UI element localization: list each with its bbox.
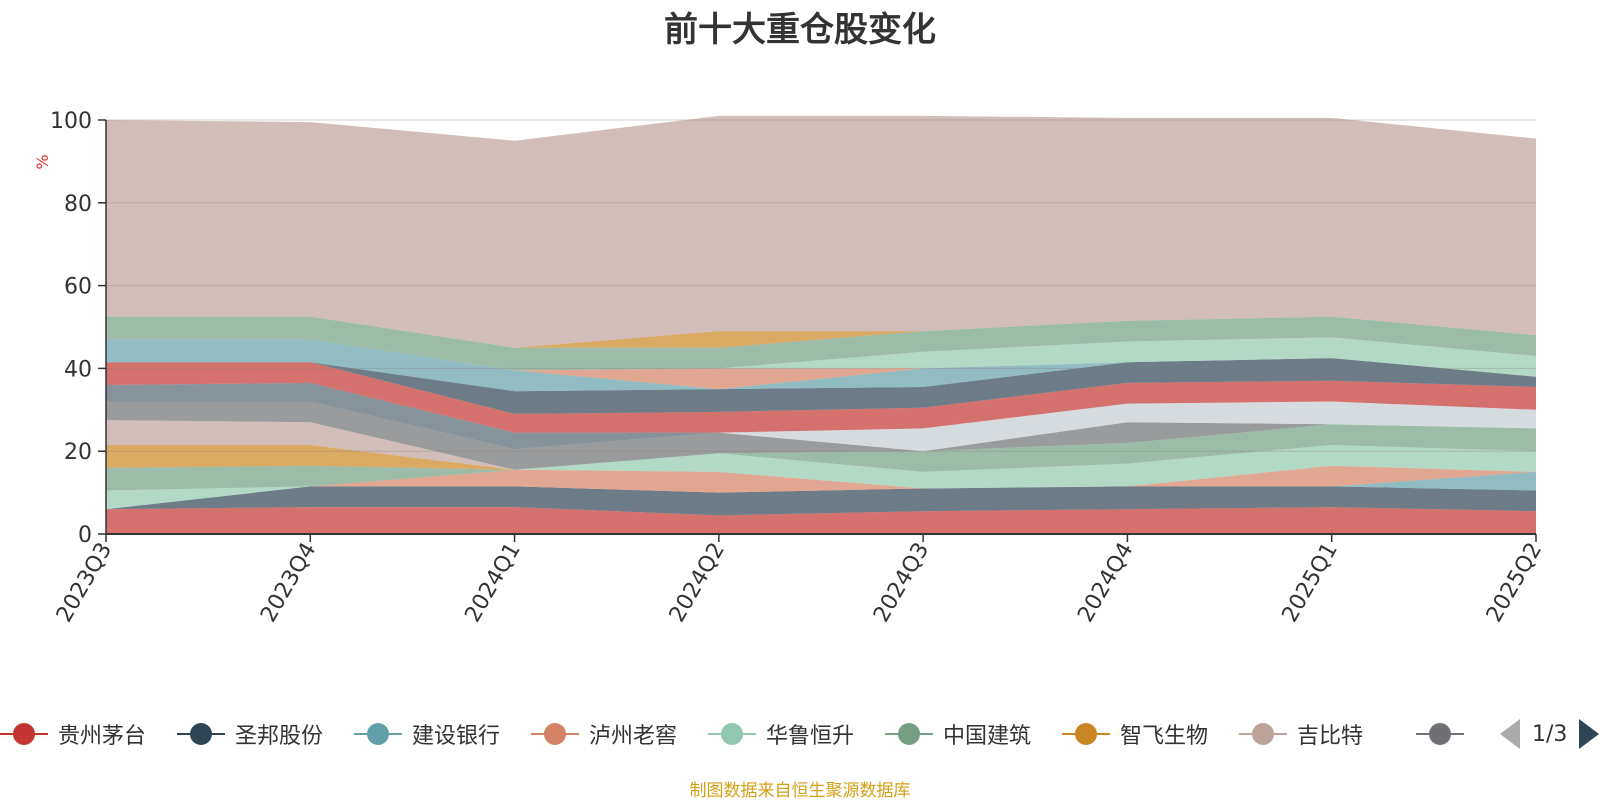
legend-prev-page-button[interactable] xyxy=(1500,719,1520,749)
area-series-9[interactable] xyxy=(106,401,1536,470)
grid-layer xyxy=(106,119,1536,452)
legend-marker-icon xyxy=(885,722,933,746)
y-axis-tick-label: 80 xyxy=(64,192,92,217)
legend-label: 贵州茅台 xyxy=(58,724,147,749)
area-series-5[interactable] xyxy=(106,445,1536,510)
area-series-18[interactable] xyxy=(106,316,1536,348)
x-axis-tick-label: 2025Q2 xyxy=(1482,539,1547,627)
area-series-13[interactable] xyxy=(106,358,1536,414)
legend-next-page-button[interactable] xyxy=(1579,719,1600,749)
area-series-14[interactable] xyxy=(106,339,1536,392)
areas-layer xyxy=(106,115,1536,534)
area-series-19[interactable] xyxy=(106,115,1536,348)
area-series-10[interactable] xyxy=(106,401,1536,452)
area-series-12[interactable] xyxy=(106,362,1536,433)
legend-label: 中国建筑 xyxy=(943,724,1032,749)
x-axis-tick-label: 2024Q2 xyxy=(665,539,730,627)
x-axis-tick-label: 2025Q1 xyxy=(1278,539,1343,627)
data-source-note: 制图数据来自恒生聚源数据库 xyxy=(689,781,911,801)
y-axis-tick-label: 60 xyxy=(64,275,92,300)
legend-label: 建设银行 xyxy=(412,724,501,749)
legend-pager: 1/3 xyxy=(1500,712,1600,756)
legend-label: 智飞生物 xyxy=(1120,724,1209,749)
legend-marker-icon xyxy=(1416,722,1464,746)
area-chart: 0 20 40 60 80 100 2023Q3 2023Q4 2024Q1 2024Q2 2024… xyxy=(33,109,1547,627)
y-axis-tick-label: 40 xyxy=(64,357,92,382)
legend-page-indicator: 1/3 xyxy=(1532,721,1568,747)
x-axis-tick-label: 2024Q3 xyxy=(869,539,934,627)
x-axis-tick-label: 2023Q4 xyxy=(256,539,321,627)
area-series-11[interactable] xyxy=(106,382,1536,450)
area-series-7[interactable] xyxy=(106,424,1536,470)
legend: 贵州茅台 圣邦股份 建设银行 泸州老窖 华鲁恒升 中国建筑 智飞生物 吉比特 吉祥航空 1/3 xyxy=(0,712,1600,756)
legend-marker-icon xyxy=(1062,722,1110,746)
legend-item[interactable]: 吉比特 xyxy=(1239,712,1363,756)
y-axis-unit-label: % xyxy=(33,154,52,169)
legend-marker-icon xyxy=(1239,722,1287,746)
legend-label: 泸州老窖 xyxy=(589,724,678,749)
legend-label: 圣邦股份 xyxy=(235,724,324,749)
area-series-2[interactable] xyxy=(106,486,1536,516)
x-axis-tick-label: 2023Q3 xyxy=(52,539,117,627)
legend-marker-icon xyxy=(354,722,402,746)
legend-item[interactable]: 圣邦股份 xyxy=(177,712,323,756)
legend-label: 吉比特 xyxy=(1297,724,1364,749)
x-axis-tick-label: 2024Q1 xyxy=(460,539,525,627)
legend-marker-icon xyxy=(0,722,48,746)
area-series-17[interactable] xyxy=(106,316,1536,371)
legend-item[interactable]: 泸州老窖 xyxy=(531,712,677,756)
legend-item[interactable]: 吉祥航空 xyxy=(1416,712,1470,756)
y-axis-tick-label: 20 xyxy=(64,440,92,465)
legend-marker-icon xyxy=(531,722,579,746)
legend-item[interactable]: 华鲁恒升 xyxy=(708,712,854,756)
y-axis-tick-label: 0 xyxy=(78,523,92,548)
area-series-6[interactable] xyxy=(106,424,1536,491)
legend-marker-icon xyxy=(708,722,756,746)
area-series-1[interactable] xyxy=(106,507,1536,534)
legend-marker-icon xyxy=(177,722,225,746)
y-axis-tick-label: 100 xyxy=(50,109,92,134)
area-series-4[interactable] xyxy=(106,465,1536,510)
legend-items: 贵州茅台 圣邦股份 建设银行 泸州老窖 华鲁恒升 中国建筑 智飞生物 吉比特 吉祥航空 xyxy=(0,712,1470,756)
legend-item[interactable]: 智飞生物 xyxy=(1062,712,1208,756)
legend-item[interactable]: 中国建筑 xyxy=(885,712,1031,756)
legend-item[interactable]: 建设银行 xyxy=(354,712,500,756)
area-series-16[interactable] xyxy=(106,337,1536,377)
x-axis-tick-label: 2024Q4 xyxy=(1073,539,1138,627)
area-series-8[interactable] xyxy=(106,420,1536,470)
legend-label: 华鲁恒升 xyxy=(766,724,855,749)
chart-title: 前十大重仓股变化 xyxy=(664,10,936,50)
legend-item[interactable]: 贵州茅台 xyxy=(0,712,146,756)
